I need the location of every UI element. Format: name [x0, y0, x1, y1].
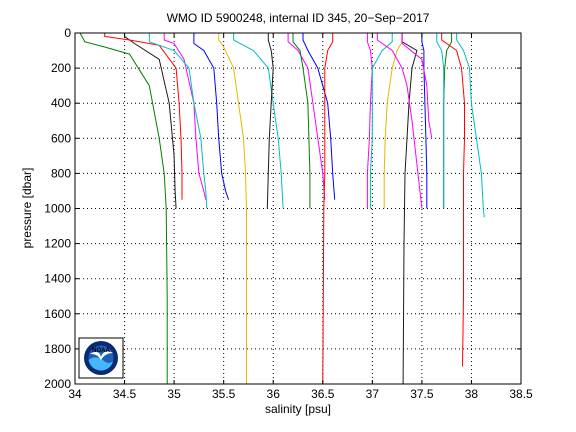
profile-line-23	[401, 33, 433, 139]
x-tick-label: 37.5	[410, 387, 434, 401]
grid	[74, 32, 522, 385]
profile-line-16	[369, 33, 393, 209]
series-layer	[79, 32, 485, 385]
profile-line-14	[366, 33, 373, 209]
profile-line-3	[218, 33, 247, 384]
profile-line-15	[383, 33, 403, 209]
x-tick-label: 34.5	[113, 387, 137, 401]
profile-line-21	[441, 33, 465, 367]
profile-line-22	[456, 33, 485, 218]
x-tick-label: 35	[167, 387, 181, 401]
noaa-logo-text: NOAA	[92, 348, 110, 354]
y-tick-label: 2000	[44, 377, 71, 391]
profile-line-9	[266, 33, 274, 209]
profile-line-5	[104, 33, 183, 200]
x-tick-label: 38.5	[509, 387, 533, 401]
x-tick-label: 35.5	[212, 387, 236, 401]
x-axis-label: salinity [psu]	[264, 402, 332, 416]
y-tick-label: 0	[64, 26, 71, 40]
chart-title: WMO ID 5900248, internal ID 345, 20−Sep−…	[166, 11, 430, 25]
y-tick-label: 1200	[44, 237, 71, 251]
x-tick-label: 36	[267, 387, 281, 401]
profile-line-20	[436, 33, 445, 209]
y-tick-label: 200	[51, 61, 71, 75]
profile-line-13	[322, 33, 334, 385]
x-tick-label: 36.5	[311, 387, 335, 401]
y-tick-label: 400	[51, 96, 71, 110]
x-tick-label: 37	[366, 387, 380, 401]
profile-line-24	[376, 33, 423, 209]
profile-line-4	[193, 33, 230, 200]
profile-line-17	[401, 33, 418, 385]
profile-line-19	[443, 33, 453, 209]
profile-line-7	[148, 33, 208, 209]
ticks: 34 34.5 35 35.5 36 36.5 37 37.5 38 38.5 0 200 400 600…	[44, 26, 533, 401]
profile-line-18	[421, 33, 428, 209]
noaa-logo: NOAA	[78, 337, 124, 379]
y-tick-label: 600	[51, 131, 71, 145]
profile-line-12	[292, 33, 311, 209]
x-tick-label: 38	[465, 387, 479, 401]
profile-line-2	[124, 33, 177, 209]
x-tick-label: 34	[68, 387, 82, 401]
axes-box	[74, 32, 522, 385]
y-tick-label: 800	[51, 166, 71, 180]
y-tick-label: 1800	[44, 342, 71, 356]
y-tick-label: 1000	[44, 202, 71, 216]
y-tick-label: 1600	[44, 307, 71, 321]
profile-line-8	[233, 33, 284, 209]
profile-line-1	[79, 32, 168, 384]
profile-line-10	[302, 33, 336, 200]
y-tick-label: 1400	[44, 272, 71, 286]
noaa-logo-gull-icon	[90, 351, 113, 360]
profile-line-11	[287, 33, 326, 200]
